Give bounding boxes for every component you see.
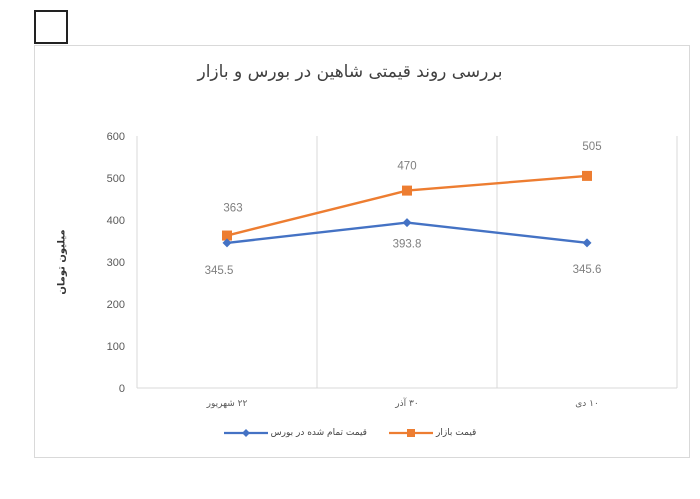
y-tick-label: 600 <box>107 131 125 143</box>
square-marker-icon <box>222 230 232 241</box>
square-marker-icon <box>389 429 433 437</box>
diamond-marker-icon <box>402 218 412 228</box>
legend-label: قیمت تمام شده در بورس <box>270 428 367 438</box>
data-label: 345.6 <box>573 264 602 276</box>
checkbox-square <box>34 10 68 44</box>
y-tick-label: 200 <box>107 299 125 311</box>
legend-item-market: قیمت بازار <box>389 428 476 438</box>
data-label: 345.5 <box>205 265 234 277</box>
y-tick-label: 400 <box>107 215 125 227</box>
data-label: 505 <box>582 141 601 153</box>
legend-label: قیمت بازار <box>436 428 477 438</box>
data-labels: 345.5 393.8 345.6 363 470 505 <box>205 141 602 277</box>
y-tick-label: 0 <box>119 383 125 395</box>
x-tick-label: ۲۲ شهریور <box>206 399 248 409</box>
x-axis-ticks: ۲۲ شهریور ۳۰ آذر ۱۰ دی <box>206 397 599 409</box>
diamond-marker-icon <box>223 429 268 437</box>
y-axis-ticks: 0 100 200 300 400 500 600 <box>107 131 125 395</box>
square-marker-icon <box>402 185 412 196</box>
legend: قیمت تمام شده در بورس قیمت بازار <box>0 428 700 438</box>
y-tick-label: 300 <box>107 257 125 269</box>
chart-title: بررسی روند قیمتی شاهین در بورس و بازار <box>197 62 503 82</box>
chart-frame <box>34 45 690 458</box>
x-tick-label: ۱۰ دی <box>575 399 599 409</box>
x-tick-label: ۳۰ آذر <box>394 397 418 409</box>
series-lines <box>222 170 592 248</box>
data-label: 470 <box>397 161 416 173</box>
gridlines <box>136 136 678 389</box>
y-tick-label: 500 <box>107 173 125 185</box>
data-label: 363 <box>223 203 242 215</box>
legend-item-exchange: قیمت تمام شده در بورس <box>223 428 367 438</box>
data-label: 393.8 <box>393 239 422 251</box>
diamond-marker-icon <box>222 238 232 248</box>
square-marker-icon <box>582 170 592 181</box>
y-tick-label: 100 <box>107 341 125 353</box>
diamond-marker-icon <box>582 238 592 248</box>
